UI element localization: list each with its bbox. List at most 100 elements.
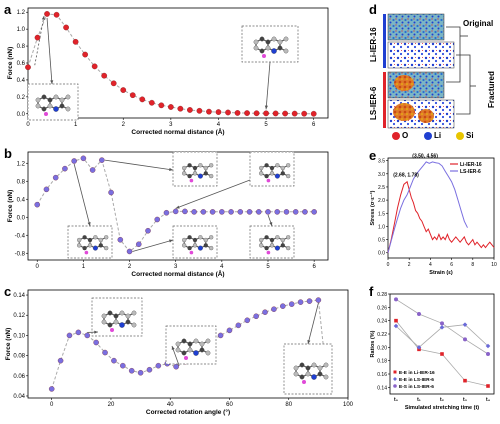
panel-letter-d: d [369, 2, 377, 17]
y-tick-label: 1.0 [17, 27, 26, 33]
data-point [110, 80, 117, 87]
atom [101, 319, 107, 325]
legend-swatch [393, 370, 397, 374]
chart-a-force-vs-distance: 0 1 2 3 4 5 6 0.0 0.2 0.4 0.6 0.8 1.0 1.2 Corrected no… [7, 7, 329, 136]
y-tick-label: 1.0 [378, 224, 385, 230]
x-tick-label: 20 [108, 402, 115, 408]
data-point [126, 248, 133, 255]
y-axis-label: Force (nN) [5, 328, 12, 361]
data-point [71, 158, 77, 164]
data-point [274, 209, 280, 215]
y-tick-label: 0.4 [17, 78, 26, 84]
data-point [209, 209, 216, 215]
atom [271, 36, 277, 42]
panel-d-structures [383, 13, 476, 140]
data-point [393, 323, 399, 329]
atom-li [193, 350, 199, 356]
y-tick-label: 0.10 [13, 333, 25, 339]
x-tick-label: 4 [429, 262, 432, 268]
atom [317, 371, 323, 377]
data-point [228, 209, 234, 215]
x-tick-label: 80 [285, 402, 292, 408]
x-tick-label: 1 [74, 122, 78, 128]
x-tick-label: 60 [226, 402, 233, 408]
atom-ion [266, 250, 271, 255]
atom [107, 322, 113, 328]
x-tick-label: 4 [220, 264, 224, 270]
plot-frame [387, 157, 495, 259]
atom [203, 243, 208, 248]
x-tick-label: 6 [312, 264, 316, 270]
atom-li [271, 48, 277, 54]
y-tick-label: 0.14 [13, 293, 25, 299]
data-point [148, 99, 155, 106]
atom [264, 235, 269, 240]
x-tick-label: t₂ [440, 397, 444, 403]
data-point [102, 349, 108, 356]
y-tick-label: 0.5 [378, 238, 385, 244]
data-point [237, 209, 244, 215]
chart-b-force-vs-distance: 0 1 2 3 4 5 6 -0.8 -0.4 0.0 0.4 0.8 1.2 Corrected nor… [7, 151, 329, 278]
y-tick-label: 0.14 [377, 385, 387, 391]
atom [187, 163, 192, 168]
atom [192, 243, 198, 248]
atom [259, 243, 264, 248]
data-point [120, 87, 127, 93]
data-point [235, 322, 242, 329]
atom [269, 243, 275, 248]
atom [283, 36, 289, 42]
pointer-arrow [34, 15, 45, 66]
data-point [244, 110, 250, 116]
atom [253, 45, 259, 51]
data-point [154, 216, 160, 223]
atom-ion [302, 380, 306, 384]
atom [199, 341, 205, 347]
pointer-arrow [46, 17, 53, 85]
arrow-head [41, 15, 45, 20]
legend-dot-si [456, 132, 464, 140]
chart-e-stress-strain: 0 2 4 6 8 10 0.0 0.5 1.0 1.5 2.0 2.5 3.0 3.5 Strain (ε… [369, 154, 497, 276]
data-point [263, 110, 269, 117]
atom [113, 319, 119, 325]
atom [305, 365, 311, 371]
chart-f-ratios: 0.14 0.16 0.18 0.20 0.22 0.24 0.26 0.28 t₀ t₁ t₂ t₃… [370, 292, 495, 411]
data-point [25, 64, 31, 71]
atom [259, 36, 265, 42]
atom [198, 163, 203, 168]
y-tick-label: 0.28 [377, 292, 387, 298]
atom [209, 245, 214, 251]
atom [41, 106, 47, 112]
atom [187, 173, 192, 179]
data-point [262, 309, 268, 315]
data-point [315, 297, 322, 303]
x-tick-label: 6 [450, 262, 453, 268]
atom [77, 237, 82, 243]
x-tick-label: 8 [471, 262, 474, 268]
y-tick-label: 2.5 [378, 185, 385, 191]
atom [182, 243, 187, 248]
atom [293, 365, 299, 371]
data-point [291, 110, 298, 117]
data-point [215, 109, 222, 115]
molecule-illustration [175, 338, 211, 360]
atom [82, 235, 87, 240]
molecule-illustration [182, 163, 214, 183]
atom [280, 165, 285, 171]
atom-ion [110, 328, 114, 332]
y-axis-label: Force (nN) [7, 47, 14, 80]
panel-letter-a: a [4, 2, 12, 17]
y-tick-label: 1.2 [17, 161, 26, 167]
atom [205, 350, 211, 356]
data-point [63, 24, 69, 31]
arrow-head [87, 222, 91, 226]
li-fractured-snapshot [387, 41, 455, 69]
y-tick-label: 1.2 [17, 10, 26, 16]
atom [269, 237, 275, 243]
data-point [66, 332, 73, 339]
atom [182, 165, 187, 171]
atom [299, 362, 305, 368]
data-point [463, 337, 467, 342]
data-point [137, 370, 144, 376]
x-tick-label: 3 [174, 264, 178, 270]
data-point [292, 209, 299, 215]
